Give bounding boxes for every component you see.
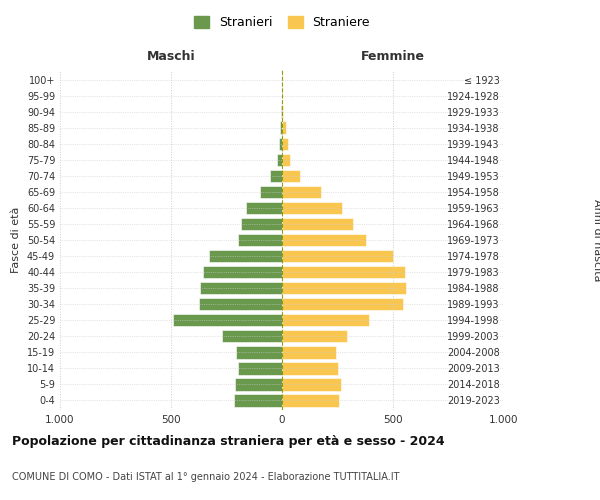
Bar: [238, 362, 282, 374]
Bar: [270, 170, 282, 182]
Bar: [280, 122, 282, 134]
Bar: [282, 282, 406, 294]
Text: COMUNE DI COMO - Dati ISTAT al 1° gennaio 2024 - Elaborazione TUTTITALIA.IT: COMUNE DI COMO - Dati ISTAT al 1° gennai…: [12, 472, 400, 482]
Bar: [282, 250, 393, 262]
Bar: [282, 394, 338, 406]
Bar: [282, 234, 367, 246]
Bar: [282, 202, 342, 214]
Bar: [222, 330, 282, 342]
Bar: [282, 122, 286, 134]
Bar: [200, 282, 282, 294]
Bar: [282, 154, 290, 166]
Bar: [282, 138, 288, 150]
Bar: [173, 314, 282, 326]
Text: Femmine: Femmine: [361, 50, 425, 63]
Bar: [247, 202, 282, 214]
Bar: [199, 298, 282, 310]
Text: Anni di nascita: Anni di nascita: [592, 198, 600, 281]
Text: Popolazione per cittadinanza straniera per età e sesso - 2024: Popolazione per cittadinanza straniera p…: [12, 435, 445, 448]
Bar: [282, 218, 353, 230]
Legend: Stranieri, Straniere: Stranieri, Straniere: [189, 11, 375, 34]
Bar: [238, 234, 282, 246]
Bar: [282, 186, 321, 198]
Bar: [282, 362, 337, 374]
Bar: [203, 266, 282, 278]
Bar: [282, 314, 368, 326]
Bar: [234, 394, 282, 406]
Bar: [282, 330, 347, 342]
Bar: [278, 138, 282, 150]
Bar: [282, 106, 283, 118]
Bar: [282, 266, 405, 278]
Bar: [277, 154, 282, 166]
Bar: [209, 250, 282, 262]
Bar: [235, 378, 282, 390]
Bar: [282, 378, 341, 390]
Bar: [281, 106, 282, 118]
Bar: [260, 186, 282, 198]
Bar: [282, 346, 337, 358]
Y-axis label: Fasce di età: Fasce di età: [11, 207, 21, 273]
Bar: [241, 218, 282, 230]
Bar: [236, 346, 282, 358]
Bar: [282, 170, 300, 182]
Bar: [282, 298, 403, 310]
Text: Maschi: Maschi: [146, 50, 196, 63]
